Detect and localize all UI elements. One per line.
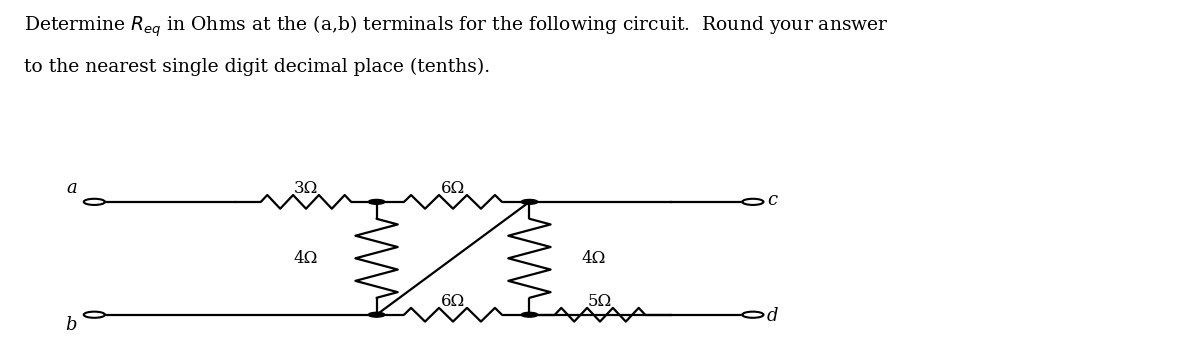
Text: 4Ω: 4Ω: [582, 250, 606, 267]
Text: 6Ω: 6Ω: [440, 292, 466, 310]
Circle shape: [743, 199, 763, 205]
Text: Determine $R_{eq}$ in Ohms at the (a,b) terminals for the following circuit.  Ro: Determine $R_{eq}$ in Ohms at the (a,b) …: [24, 14, 889, 39]
Text: a: a: [66, 179, 77, 197]
Circle shape: [368, 312, 385, 317]
Text: c: c: [767, 191, 778, 209]
Text: 4Ω: 4Ω: [294, 250, 318, 267]
Circle shape: [84, 199, 104, 205]
Circle shape: [521, 200, 538, 204]
Circle shape: [84, 312, 104, 318]
Text: 5Ω: 5Ω: [588, 292, 612, 310]
Circle shape: [743, 312, 763, 318]
Text: d: d: [767, 307, 779, 325]
Text: to the nearest single digit decimal place (tenths).: to the nearest single digit decimal plac…: [24, 58, 490, 76]
Text: 3Ω: 3Ω: [294, 180, 318, 197]
Text: 6Ω: 6Ω: [440, 180, 466, 197]
Circle shape: [368, 200, 385, 204]
Circle shape: [521, 312, 538, 317]
Text: b: b: [65, 317, 77, 334]
